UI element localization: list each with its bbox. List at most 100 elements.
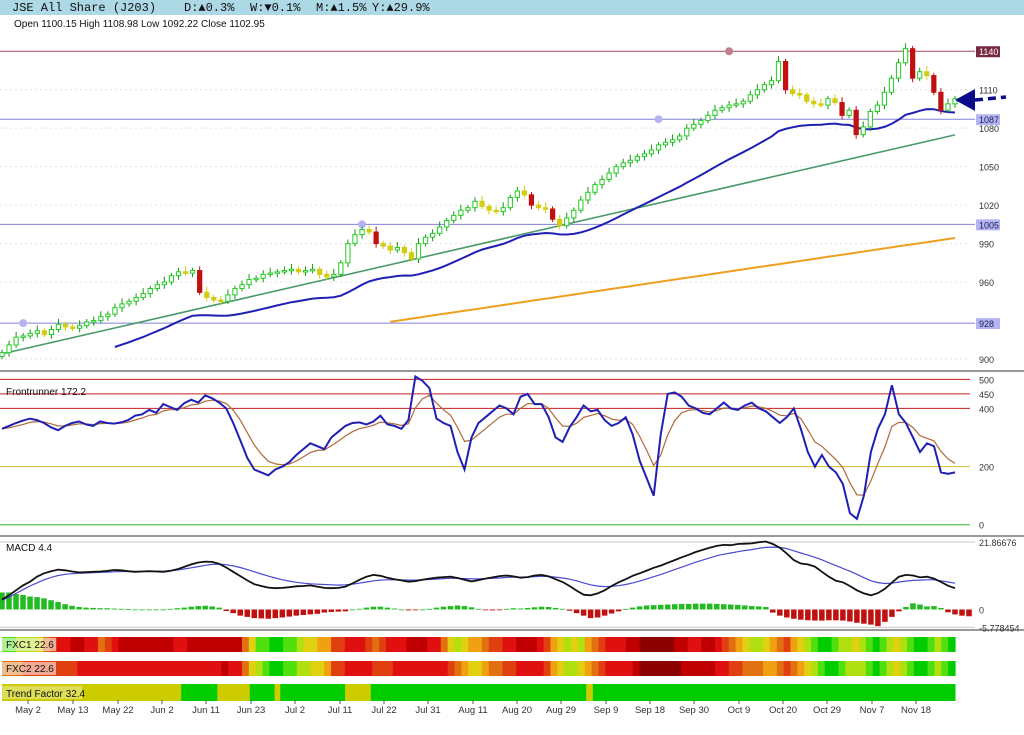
fxc1-cell (509, 637, 517, 652)
fxc2-cell (872, 661, 881, 676)
macd-histogram-bar (167, 608, 173, 610)
fxc2-cell (97, 661, 106, 676)
fxc2-cell (187, 661, 195, 676)
fxc1-cell (214, 637, 222, 652)
macd-histogram-bar (770, 609, 776, 613)
macd-histogram-bar (924, 606, 930, 610)
x-axis-tick-label: Sep 30 (679, 705, 709, 716)
week-label: W: (250, 1, 265, 15)
fxc1-cell (749, 637, 757, 652)
fxc1-cell (632, 637, 641, 652)
candle (782, 60, 789, 91)
candle (6, 344, 12, 354)
candle (670, 139, 676, 143)
candle (818, 103, 824, 106)
macd-histogram-bar (910, 603, 916, 610)
fxc1-cell (625, 637, 634, 652)
fxc2-cell (550, 661, 558, 676)
fxc1-cell (797, 637, 805, 652)
fxc2-cell (900, 661, 908, 676)
fxc1-cell (269, 637, 277, 652)
candle (324, 273, 330, 278)
fxc1-cell (475, 637, 483, 652)
macd-histogram-bar (503, 608, 510, 610)
fxc1-cell (433, 637, 442, 652)
candle (705, 114, 711, 121)
fxc1-cell (646, 637, 654, 652)
fxc2-cell (529, 661, 538, 676)
candle (331, 273, 337, 278)
candle (429, 232, 436, 238)
macd-histogram-bar (230, 609, 237, 614)
macd-histogram-bar (812, 609, 818, 621)
macd-histogram-bar (118, 608, 124, 610)
candle (521, 190, 528, 196)
fxc2-cell (667, 661, 675, 676)
fxc2-cell (756, 661, 764, 676)
macd-histogram-bar (685, 603, 692, 610)
macd-histogram-bar (251, 609, 258, 619)
candle (754, 89, 760, 96)
macd-histogram-bar (279, 609, 286, 618)
fxc1-cell (872, 637, 881, 652)
fxc2-cell (475, 661, 483, 676)
fxc2-cell (324, 661, 332, 676)
fxc2-cell (255, 661, 264, 676)
macd-histogram-bar (55, 602, 61, 610)
macd-histogram-bar (342, 609, 349, 612)
macd-histogram-bar (657, 604, 664, 610)
candle (246, 279, 252, 286)
candle (535, 204, 542, 209)
fxc1-cell (619, 637, 627, 652)
fxc1-cell (907, 637, 915, 652)
long-moving-average (390, 237, 956, 323)
fxc2-cell (708, 661, 716, 676)
fxc1-label-bg (2, 638, 56, 651)
fxc2-cell (502, 661, 510, 676)
fxc1-cell (70, 637, 79, 652)
fxc2-cell (159, 661, 168, 676)
fxc1-cell (708, 637, 716, 652)
fxc1-cell (406, 637, 414, 652)
candle (924, 71, 930, 77)
macd-histogram-bar (27, 596, 33, 610)
price-tick-label: 1050 (979, 163, 999, 173)
fxc2-cell (241, 661, 250, 676)
fxc1-cell (557, 637, 565, 652)
fxc2-cell (845, 661, 853, 676)
fxc1-cell (605, 637, 613, 652)
macd-histogram-bar (419, 609, 426, 611)
candle (105, 313, 111, 318)
fxc2-cell (433, 661, 442, 676)
fxc1-cell (324, 637, 332, 652)
candle (309, 268, 316, 272)
macd-histogram-bar (265, 609, 272, 619)
fxc2-cell (221, 661, 229, 676)
fxc2-cell (625, 661, 634, 676)
fxc1-cell (447, 637, 456, 652)
candle (295, 268, 302, 273)
fxc1-cell (817, 637, 826, 652)
price-tick-label: 900 (979, 355, 994, 365)
fxc1-cell (811, 637, 819, 652)
macd-signal-line (1, 546, 956, 601)
x-axis-tick-label: Sep 9 (594, 705, 619, 716)
macd-histogram-bar (76, 607, 82, 610)
macd-histogram-bar (861, 609, 867, 624)
candle (373, 231, 379, 245)
x-axis-tick-label: Nov 18 (901, 705, 931, 716)
fxc2-cell (612, 661, 620, 676)
macd-histogram-bar (594, 609, 601, 618)
fxc1-cell (845, 637, 853, 652)
x-axis-tick-label: Sep 18 (635, 705, 665, 716)
candle (84, 321, 90, 327)
macd-histogram-bar (237, 609, 244, 616)
fxc1-cell (756, 637, 764, 652)
fxc1-cell (721, 637, 730, 652)
month-arrow-icon: ▲ (330, 1, 338, 15)
fxc2-cell (886, 661, 894, 676)
fxc1-cell (262, 637, 270, 652)
candle (302, 270, 309, 273)
x-axis-tick-label: Jul 31 (415, 705, 440, 716)
candle (917, 71, 923, 79)
